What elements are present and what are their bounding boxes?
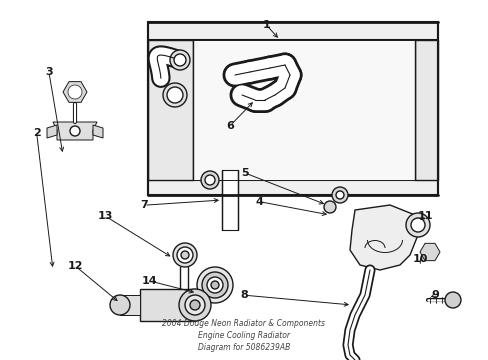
Text: 11: 11 — [417, 211, 432, 221]
Polygon shape — [414, 40, 437, 180]
Text: 4: 4 — [255, 197, 263, 207]
Circle shape — [206, 277, 223, 293]
Text: 3: 3 — [45, 67, 53, 77]
Circle shape — [204, 175, 215, 185]
Text: 10: 10 — [412, 254, 427, 264]
Polygon shape — [63, 82, 87, 102]
Polygon shape — [140, 289, 195, 321]
Circle shape — [335, 191, 343, 199]
Circle shape — [202, 272, 227, 298]
Text: 6: 6 — [225, 121, 233, 131]
Text: 9: 9 — [430, 290, 438, 300]
Text: 2004 Dodge Neon Radiator & Components
Engine Cooling Radiator
Diagram for 508623: 2004 Dodge Neon Radiator & Components En… — [162, 319, 325, 352]
Text: 7: 7 — [140, 200, 148, 210]
Polygon shape — [148, 22, 437, 40]
Circle shape — [184, 295, 204, 315]
Polygon shape — [148, 180, 437, 195]
Polygon shape — [53, 122, 97, 140]
Polygon shape — [349, 205, 417, 270]
Polygon shape — [148, 40, 193, 180]
Circle shape — [201, 171, 219, 189]
Circle shape — [163, 83, 186, 107]
Circle shape — [173, 243, 197, 267]
Circle shape — [410, 218, 424, 232]
Circle shape — [190, 300, 200, 310]
Text: 5: 5 — [240, 168, 248, 178]
Polygon shape — [47, 125, 57, 138]
Circle shape — [110, 295, 130, 315]
Polygon shape — [419, 243, 439, 261]
Circle shape — [197, 267, 232, 303]
Circle shape — [177, 247, 193, 263]
Polygon shape — [222, 170, 238, 230]
Polygon shape — [193, 40, 414, 180]
Text: 12: 12 — [68, 261, 83, 271]
Circle shape — [210, 281, 219, 289]
Text: 2: 2 — [33, 128, 41, 138]
Circle shape — [170, 50, 190, 70]
Circle shape — [444, 292, 460, 308]
Circle shape — [174, 54, 185, 66]
Text: 1: 1 — [262, 20, 270, 30]
Circle shape — [167, 87, 183, 103]
Circle shape — [331, 187, 347, 203]
Text: 13: 13 — [97, 211, 113, 221]
Polygon shape — [120, 295, 140, 315]
Circle shape — [405, 213, 429, 237]
Text: 8: 8 — [240, 290, 248, 300]
Circle shape — [68, 85, 82, 99]
Circle shape — [70, 126, 80, 136]
Text: 14: 14 — [141, 276, 157, 286]
Circle shape — [324, 201, 335, 213]
Circle shape — [181, 251, 189, 259]
Polygon shape — [93, 125, 103, 138]
Circle shape — [179, 289, 210, 321]
